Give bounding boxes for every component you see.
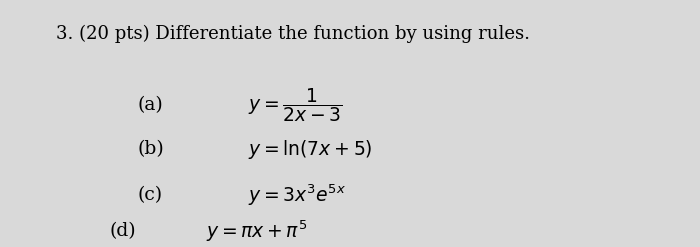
Text: $y = \pi x + \pi^{5}$: $y = \pi x + \pi^{5}$	[206, 218, 308, 244]
Text: $y = 3x^{3}e^{5x}$: $y = 3x^{3}e^{5x}$	[248, 182, 346, 208]
Text: (b): (b)	[137, 141, 164, 158]
Text: (d): (d)	[109, 222, 136, 240]
Text: 3. (20 pts) Differentiate the function by using rules.: 3. (20 pts) Differentiate the function b…	[56, 25, 530, 43]
Text: (a): (a)	[138, 96, 163, 114]
Text: $y = \dfrac{1}{2x-3}$: $y = \dfrac{1}{2x-3}$	[248, 86, 343, 124]
Text: $y = \ln(7x + 5)$: $y = \ln(7x + 5)$	[248, 138, 373, 161]
Text: (c): (c)	[138, 186, 163, 204]
